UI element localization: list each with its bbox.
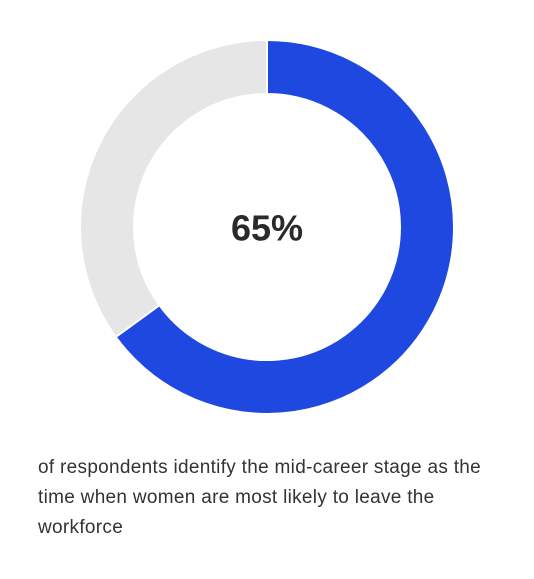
- chart: 65%: [79, 38, 455, 415]
- caption: of respondents identify the mid-career s…: [38, 457, 482, 538]
- center-label: 65%: [231, 208, 303, 249]
- donut-segment: [79, 38, 268, 339]
- donut-segment: [114, 38, 455, 415]
- donut: [79, 38, 455, 415]
